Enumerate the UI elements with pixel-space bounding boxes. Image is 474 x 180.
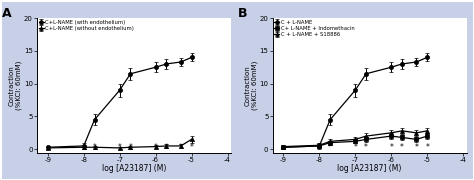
Text: *: * — [118, 143, 122, 152]
Text: *: * — [328, 143, 332, 152]
Legend: C + L-NAME, C+ L-NAME + Indomethacin, C + L-NAME + S18886: C + L-NAME, C+ L-NAME + Indomethacin, C … — [273, 19, 356, 38]
Text: B: B — [237, 7, 247, 20]
Text: *: * — [128, 143, 132, 152]
Text: *: * — [154, 143, 157, 152]
Text: A: A — [2, 7, 12, 20]
Text: *: * — [92, 143, 96, 152]
Text: *: * — [190, 143, 193, 152]
Text: *: * — [414, 143, 419, 152]
Text: *: * — [364, 143, 368, 152]
Text: *: * — [400, 143, 404, 152]
X-axis label: log [A23187] (M): log [A23187] (M) — [102, 164, 166, 173]
Text: *: * — [425, 143, 429, 152]
Text: *: * — [164, 143, 168, 152]
Y-axis label: Contraction
(%KCl: 60mM): Contraction (%KCl: 60mM) — [245, 61, 258, 110]
Text: *: * — [389, 143, 393, 152]
Y-axis label: Contraction
(%KCl: 60mM): Contraction (%KCl: 60mM) — [9, 61, 22, 110]
Text: *: * — [179, 143, 182, 152]
Legend: C+L-NAME (with endothelium), C+L-NAME (without endothelium): C+L-NAME (with endothelium), C+L-NAME (w… — [38, 19, 135, 31]
X-axis label: log [A23187] (M): log [A23187] (M) — [337, 164, 402, 173]
Text: *: * — [353, 143, 357, 152]
